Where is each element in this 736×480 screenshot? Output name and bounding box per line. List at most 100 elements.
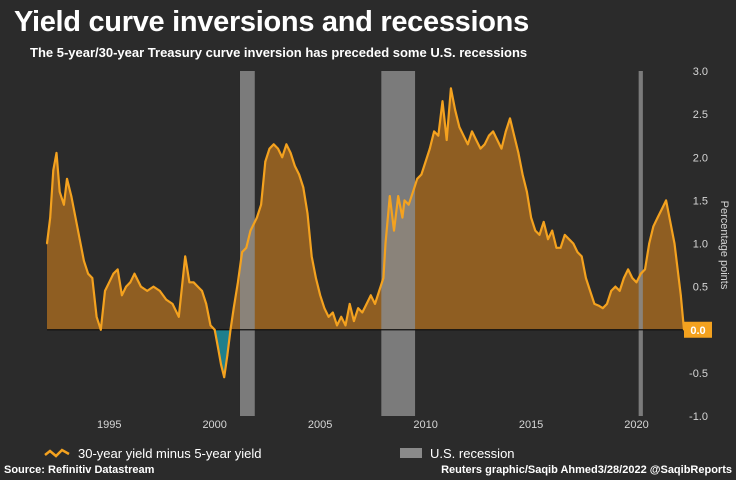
series-point [241, 251, 244, 254]
series-point [95, 315, 98, 318]
series-point [618, 290, 621, 292]
series-point [87, 272, 90, 275]
series-point [348, 302, 351, 305]
series-point [293, 164, 296, 167]
series-point [277, 147, 279, 150]
series-point [580, 255, 583, 258]
series-point [572, 242, 575, 245]
series-point [593, 302, 596, 305]
series-point [437, 134, 440, 137]
series-point [401, 216, 404, 219]
legend-recession: U.S. recession [400, 444, 515, 462]
series-point [547, 238, 549, 241]
x-tick-label: 2005 [308, 419, 332, 431]
series-point [597, 304, 600, 307]
y-tick-label: 3.0 [693, 66, 708, 78]
series-point [323, 307, 326, 310]
series-point [365, 302, 368, 305]
series-point [49, 216, 52, 219]
source-note: Source: Refinitiv Datastream [4, 464, 155, 476]
series-point [378, 290, 381, 292]
series-point [91, 277, 94, 279]
positive-area [47, 88, 684, 330]
y-tick-label: -1.0 [689, 411, 708, 423]
series-point [260, 203, 262, 206]
series-point [445, 139, 448, 141]
series-point [129, 281, 132, 284]
series-point [479, 147, 482, 150]
series-point [622, 277, 625, 279]
series-point [196, 285, 199, 288]
legend-recession-swatch [400, 448, 422, 458]
series-point [52, 169, 55, 172]
series-point [521, 173, 524, 176]
series-point [171, 302, 174, 305]
series-point [253, 221, 256, 223]
series-point [631, 277, 634, 279]
series-point [420, 173, 423, 176]
chart-subtitle: The 5-year/30-year Treasury curve invers… [30, 45, 528, 60]
series-point [70, 195, 73, 197]
series-point [289, 152, 292, 154]
series-point [487, 134, 490, 137]
series-point [551, 229, 554, 232]
last-value-badge [684, 321, 712, 338]
series-point [679, 294, 682, 297]
series-point [542, 221, 545, 223]
series-point [458, 126, 461, 128]
series-point [496, 139, 499, 141]
recession-band [381, 71, 416, 416]
series-point [66, 177, 68, 180]
series-point [388, 195, 391, 197]
series-point [99, 328, 102, 331]
series-point [133, 272, 136, 275]
y-axis-label: Percentage points [718, 201, 730, 290]
series-point [416, 177, 419, 180]
series-point [209, 324, 212, 327]
series-point [158, 290, 161, 292]
series-point [327, 315, 330, 318]
series-point [483, 143, 486, 146]
series-point [648, 242, 651, 245]
series-point [361, 311, 364, 314]
y-tick-label: -0.5 [689, 368, 708, 380]
series-point [302, 186, 305, 189]
series-point [559, 246, 562, 249]
series-point [466, 143, 469, 146]
series-point [177, 315, 180, 318]
series-point [384, 242, 387, 245]
series-point [428, 147, 431, 150]
series-point [454, 108, 457, 111]
series-point [538, 233, 541, 236]
series-point [509, 117, 511, 120]
series-point [272, 143, 275, 146]
series-point [475, 139, 478, 141]
series-point [407, 203, 410, 206]
series-point [213, 328, 216, 331]
y-tick-label: 0.5 [693, 282, 708, 294]
series-point [184, 255, 187, 258]
series-point [46, 242, 48, 245]
series-point [236, 281, 239, 284]
x-tick-label: 2020 [624, 419, 648, 431]
series-point [58, 190, 61, 193]
series-point [601, 307, 604, 310]
series-point [606, 302, 608, 305]
series-line [45, 87, 686, 379]
series-point [245, 246, 248, 249]
credit-note: Reuters graphic/Saqib Ahmed3/28/2022 @Sa… [441, 464, 732, 476]
series-point [229, 328, 232, 331]
series-point [352, 320, 355, 323]
series-point [357, 307, 360, 310]
series-point [517, 152, 520, 154]
series-point [125, 285, 127, 288]
x-tick-label: 2010 [413, 419, 437, 431]
negative-area [47, 329, 684, 378]
series-point [331, 311, 334, 314]
legend-series: 30-year yield minus 5-year yield [44, 444, 262, 462]
series-point [563, 233, 566, 236]
y-tick-label: 1.0 [693, 239, 708, 251]
series-point [139, 285, 142, 288]
y-tick-label: 1.5 [693, 195, 708, 207]
